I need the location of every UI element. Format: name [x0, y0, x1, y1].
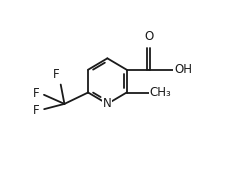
Text: F: F: [33, 87, 40, 100]
Text: N: N: [103, 97, 112, 110]
Text: OH: OH: [174, 63, 192, 76]
Text: F: F: [53, 68, 60, 81]
Text: CH₃: CH₃: [150, 86, 171, 99]
Text: O: O: [144, 30, 153, 43]
Text: F: F: [33, 104, 40, 117]
